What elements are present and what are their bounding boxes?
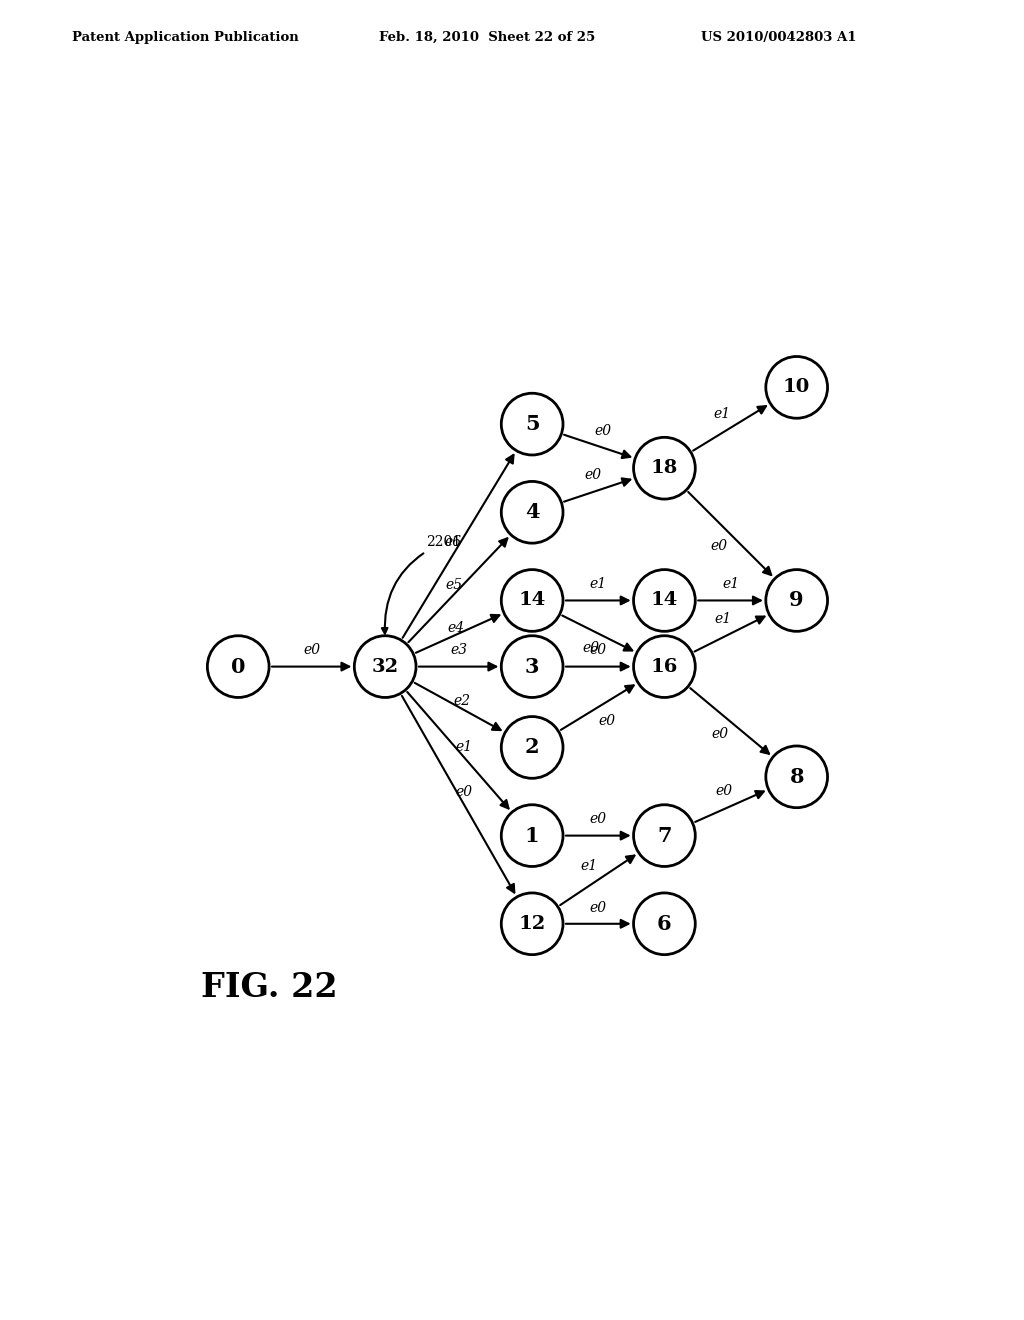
Text: 0: 0 xyxy=(231,656,246,677)
Text: e1: e1 xyxy=(581,859,598,874)
Text: Patent Application Publication: Patent Application Publication xyxy=(72,30,298,44)
Circle shape xyxy=(502,636,563,697)
Text: e0: e0 xyxy=(712,727,729,741)
Text: 4: 4 xyxy=(525,503,540,523)
Text: 16: 16 xyxy=(650,657,678,676)
Circle shape xyxy=(502,570,563,631)
Text: e0: e0 xyxy=(585,467,602,482)
Circle shape xyxy=(502,482,563,543)
Text: 6: 6 xyxy=(657,913,672,933)
Circle shape xyxy=(634,437,695,499)
Text: 18: 18 xyxy=(651,459,678,478)
Circle shape xyxy=(634,636,695,697)
Circle shape xyxy=(502,393,563,455)
Text: 1: 1 xyxy=(525,825,540,846)
Circle shape xyxy=(502,717,563,779)
Text: 5: 5 xyxy=(525,414,540,434)
Circle shape xyxy=(766,746,827,808)
Text: e2: e2 xyxy=(454,694,470,709)
Circle shape xyxy=(502,892,563,954)
Text: 8: 8 xyxy=(790,767,804,787)
Text: 3: 3 xyxy=(525,656,540,677)
Text: e1: e1 xyxy=(715,612,732,626)
Circle shape xyxy=(502,805,563,866)
Circle shape xyxy=(634,892,695,954)
Text: e1: e1 xyxy=(722,577,739,591)
Text: e0: e0 xyxy=(711,539,728,553)
Text: Feb. 18, 2010  Sheet 22 of 25: Feb. 18, 2010 Sheet 22 of 25 xyxy=(379,30,595,44)
Circle shape xyxy=(354,636,416,697)
Text: 12: 12 xyxy=(518,915,546,933)
Circle shape xyxy=(207,636,269,697)
Text: e0: e0 xyxy=(590,812,607,826)
Text: 7: 7 xyxy=(657,825,672,846)
Text: e3: e3 xyxy=(451,643,467,657)
Text: 2: 2 xyxy=(525,738,540,758)
Circle shape xyxy=(766,570,827,631)
Text: e0: e0 xyxy=(595,424,612,438)
Text: e0: e0 xyxy=(716,784,732,799)
Text: e4: e4 xyxy=(447,620,465,635)
Text: e0: e0 xyxy=(590,900,607,915)
Text: 32: 32 xyxy=(372,657,398,676)
Text: e0: e0 xyxy=(456,785,473,799)
Text: e1: e1 xyxy=(714,407,731,421)
Text: 14: 14 xyxy=(518,591,546,610)
Text: 10: 10 xyxy=(783,379,810,396)
Circle shape xyxy=(766,356,827,418)
Text: e0: e0 xyxy=(598,714,615,727)
Text: e0: e0 xyxy=(583,642,600,655)
Text: e6: e6 xyxy=(444,535,462,549)
Circle shape xyxy=(634,570,695,631)
Text: e5: e5 xyxy=(445,578,463,591)
Text: 2201: 2201 xyxy=(382,535,462,634)
Text: e0: e0 xyxy=(303,643,321,657)
Text: e1: e1 xyxy=(590,577,607,591)
Text: US 2010/0042803 A1: US 2010/0042803 A1 xyxy=(701,30,857,44)
Text: 14: 14 xyxy=(651,591,678,610)
Text: 9: 9 xyxy=(790,590,804,610)
Circle shape xyxy=(634,805,695,866)
Text: e0: e0 xyxy=(590,643,607,657)
Text: FIG. 22: FIG. 22 xyxy=(202,972,338,1005)
Text: e1: e1 xyxy=(455,741,472,754)
